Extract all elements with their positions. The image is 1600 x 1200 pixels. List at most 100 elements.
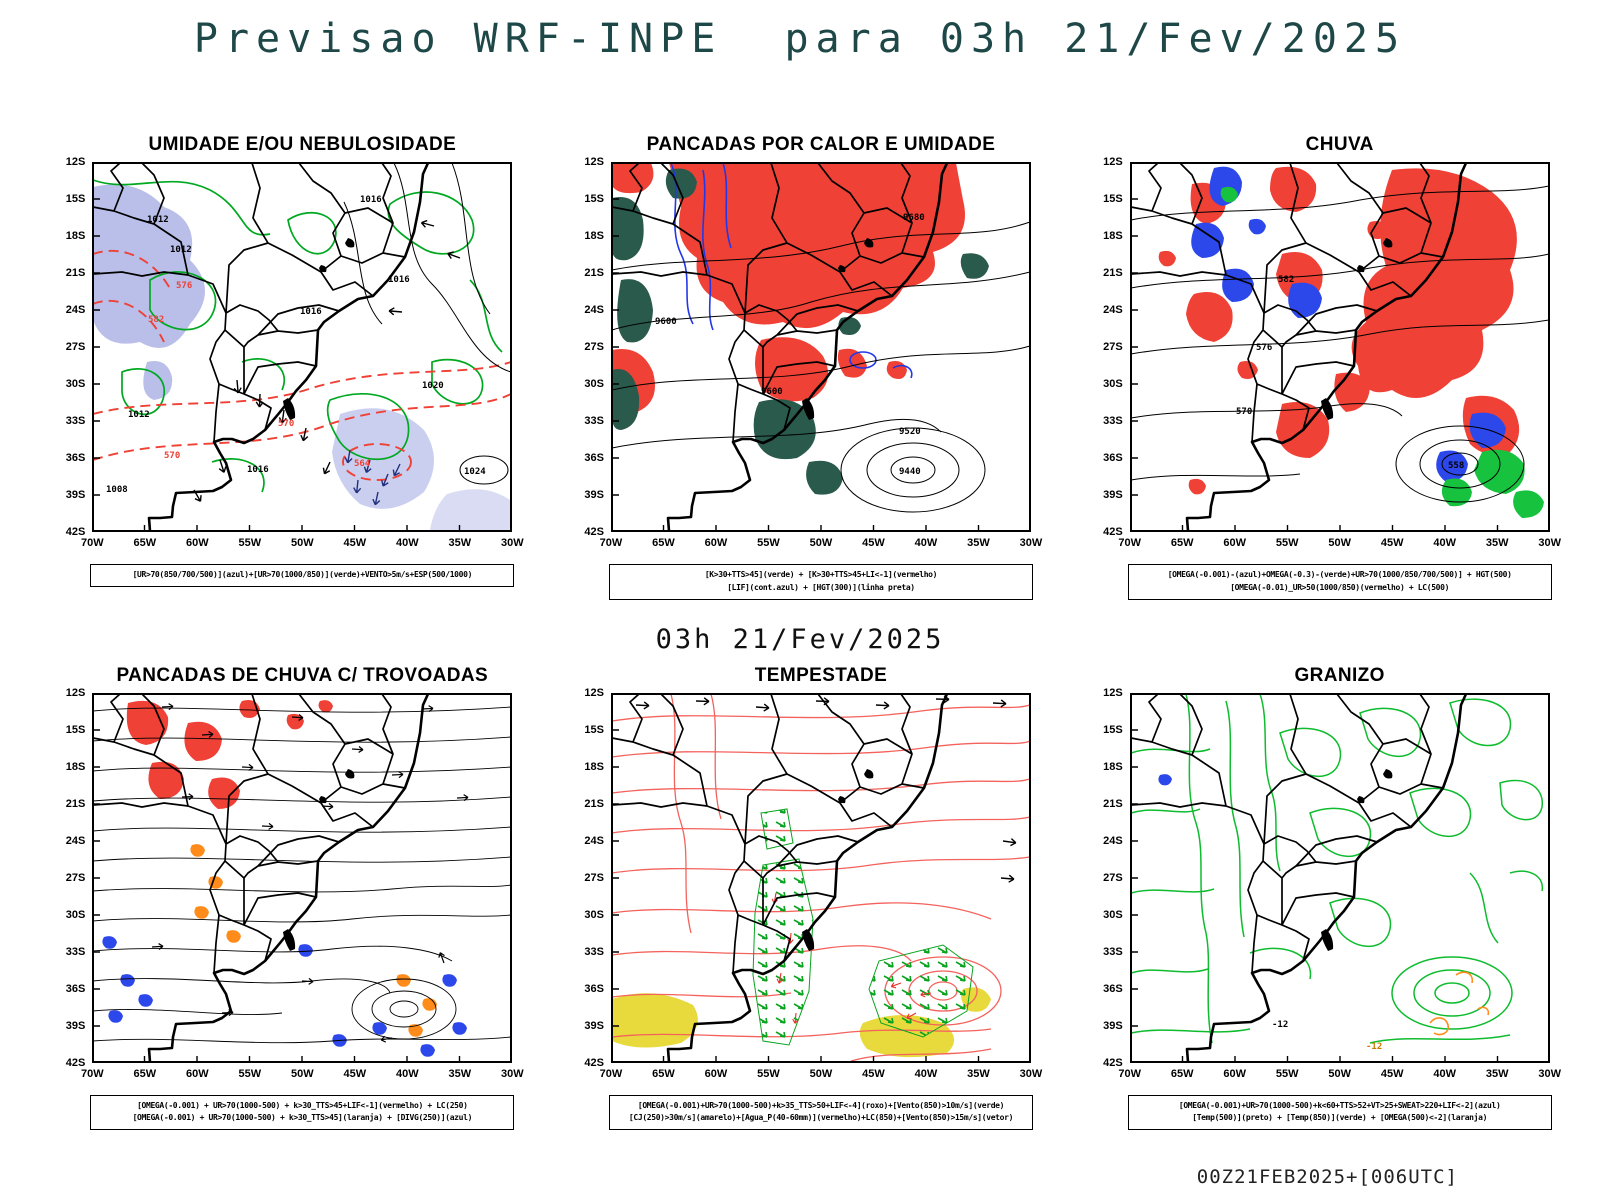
lat-tick-label: 12S	[1103, 156, 1123, 168]
legend-line: [OMEGA(-0.001) + UR>70(1000-500) + k>30_…	[137, 1100, 468, 1110]
lon-tick-label: 35W	[448, 537, 472, 549]
panel-tempestade: TEMPESTADE 12S 15S 18S 21S 24S 27S 30S 33S 36S 39…	[547, 665, 1054, 1131]
streamlines	[93, 706, 512, 1043]
lon-tick-label: 50W	[1328, 537, 1351, 549]
panel-title: GRANIZO	[1294, 664, 1385, 686]
lon-tick-label: 40W	[396, 537, 419, 549]
lon-axis: 70W 65W 60W 55W 50W 45W 40W 35W 30W	[1118, 1065, 1561, 1083]
contour-label: 576	[1256, 343, 1272, 353]
map-pancadas-calor: 9680 9600 9600 9520 9440	[610, 162, 1031, 532]
legend-box: [K>30+TTS>45](verde) + [K>30+TTS>45+LI<-…	[608, 564, 1033, 600]
lat-tick-label: 24S	[65, 834, 86, 847]
lon-tick-label: 65W	[1170, 1067, 1194, 1080]
map-umidade: 1012 1012 1016 1016 1016 1012 1008 1016 1020 1024…	[92, 162, 513, 532]
lat-tick-label: 30S	[584, 908, 604, 921]
lat-tick-label: 39S	[1103, 1019, 1123, 1032]
hgt300-contours	[611, 221, 1031, 513]
legend-box: [UR>70(850/700/500)](azul)+[UR>70(1000/8…	[90, 564, 515, 587]
lon-tick-label: 60W	[186, 1067, 209, 1080]
lon-tick-label: 55W	[757, 537, 780, 549]
legend-line: [OMEGA(-0.01)_UR>50(1000/850)(vermelho) …	[1230, 582, 1450, 592]
panel-title: CHUVA	[1305, 134, 1374, 155]
contour-labels: 9680 9600 9600 9520 9440	[655, 213, 925, 477]
lon-tick-label: 55W	[1275, 1067, 1299, 1080]
bottom-row: PANCADAS DE CHUVA C/ TROVOADAS 12S 15S 18S…	[0, 665, 1600, 1131]
map-trovoadas	[92, 692, 513, 1063]
lat-tick-label: 12S	[584, 156, 604, 168]
contour-label: 1016	[388, 275, 410, 285]
lat-axis: 12S 15S 18S 21S 24S 27S 30S 33S 36S 39S 42S	[1088, 687, 1128, 1069]
panel-title: PANCADAS POR CALOR E UMIDADE	[646, 134, 996, 155]
lon-tick-label: 70W	[599, 537, 623, 549]
legend-box: [OMEGA(-0.001) + UR>70(1000-500) + k>30_…	[90, 1094, 515, 1131]
lon-tick-label: 65W	[652, 537, 675, 549]
lat-axis: 12S 15S 18S 21S 24S 27S 30S 33S 36S 39S 42S	[569, 156, 609, 538]
lon-tick-label: 60W	[704, 537, 728, 549]
lat-tick-label: 24S	[584, 834, 604, 847]
top-row: UMIDADE E/OU NEBULOSIDADE 12S 15S 18S 21S 24…	[0, 134, 1600, 600]
contour-label: 9520	[899, 427, 921, 437]
lon-tick-label: 60W	[186, 537, 209, 549]
lat-tick-label: 36S	[1103, 452, 1123, 464]
panel-title: UMIDADE E/OU NEBULOSIDADE	[148, 134, 457, 155]
lat-tick-label: 30S	[1103, 378, 1123, 390]
contour-label: 1012	[128, 410, 150, 420]
lon-tick-label: 45W	[343, 1067, 367, 1080]
lon-tick-label: 45W	[1380, 1067, 1404, 1080]
contour-label: 1020	[422, 381, 444, 391]
legend-line: [OMEGA(-0.001)-(azul)+OMEGA(-0.3)-(verde…	[1167, 570, 1512, 579]
lat-axis: 12S 15S 18S 21S 24S 27S 30S 33S 36S 39S 42S	[569, 687, 609, 1069]
weather-map-svg: 9680 9600 9600 9520 9440	[610, 162, 1031, 532]
lat-tick-label: 24S	[65, 304, 86, 316]
contour-label: 570	[1236, 407, 1252, 417]
lat-tick-label: 27S	[65, 871, 86, 884]
lat-tick-label: 27S	[584, 341, 604, 353]
lat-tick-label: 15S	[1103, 723, 1123, 736]
legend-line: [OMEGA(-0.001)+UR>70(1000-500)+k<60+TTS>…	[1178, 1100, 1501, 1110]
legend-box: [OMEGA(-0.001)+UR>70(1000-500)+k>35_TTS>…	[608, 1094, 1033, 1131]
lon-tick-label: 60W	[704, 1067, 728, 1080]
isobar-contours	[343, 162, 512, 485]
lon-tick-label: 55W	[238, 1067, 262, 1080]
map-block: 12S 15S 18S 21S 24S 27S 30S 33S 36S 39S 42S	[50, 687, 524, 1083]
lon-tick-label: 65W	[133, 537, 157, 549]
lat-tick-label: 42S	[584, 526, 604, 538]
legend-line: [CJ(250)>30m/s](amarelo)+[Agua_P(40-60mm…	[628, 1113, 1014, 1123]
page-title: Previsao WRF-INPE para 03h 21/Fev/2025	[193, 16, 1407, 62]
contour-label: 570	[278, 419, 294, 429]
lat-axis: 12S 15S 18S 21S 24S 27S 30S 33S 36S 39S 42S	[1088, 156, 1128, 538]
lon-tick-label: 35W	[448, 1067, 472, 1080]
map-tempestade	[610, 692, 1031, 1063]
lon-tick-label: 70W	[599, 1067, 623, 1080]
lon-tick-label: 65W	[1170, 537, 1194, 549]
lon-tick-label: 60W	[1223, 1067, 1246, 1080]
panel-title: PANCADAS DE CHUVA C/ TROVOADAS	[116, 664, 489, 686]
lat-tick-label: 18S	[65, 230, 86, 242]
lon-tick-label: 65W	[133, 1067, 157, 1080]
run-timestamp: 00Z21FEB2025+[006UTC]	[1196, 1166, 1458, 1188]
weather-map-svg	[92, 692, 513, 1063]
lon-tick-label: 30W	[1538, 1067, 1561, 1080]
lon-tick-label: 35W	[1485, 1067, 1509, 1080]
lat-tick-label: 30S	[1103, 908, 1123, 921]
legend-line: [OMEGA(-0.001) + UR>70(1000-500) + k>30_…	[132, 1113, 473, 1123]
lon-tick-label: 70W	[1118, 537, 1141, 549]
base-map	[92, 692, 513, 1063]
lat-tick-label: 21S	[1103, 267, 1123, 279]
lat-tick-label: 27S	[1103, 341, 1123, 353]
lat-tick-label: 42S	[1103, 1056, 1123, 1069]
lon-tick-label: 45W	[862, 537, 885, 549]
lon-tick-label: 50W	[291, 537, 314, 549]
thickness-red-contours	[92, 249, 512, 481]
lon-tick-label: 30W	[1019, 537, 1043, 549]
lat-axis: 12S 15S 18S 21S 24S 27S 30S 33S 36S 39S 42S	[50, 687, 90, 1069]
lat-tick-label: 21S	[584, 267, 604, 279]
lon-tick-label: 45W	[862, 1067, 885, 1080]
lat-tick-label: 21S	[1103, 797, 1123, 810]
heat-shower-red-areas	[611, 163, 965, 413]
lon-tick-label: 65W	[652, 1067, 675, 1080]
lat-tick-label: 39S	[584, 1019, 604, 1032]
legend-line: [Temp(500)](preto) + [Temp(850)](verde) …	[1192, 1113, 1488, 1123]
lat-tick-label: 39S	[1103, 489, 1123, 501]
lat-tick-label: 15S	[1103, 193, 1123, 205]
